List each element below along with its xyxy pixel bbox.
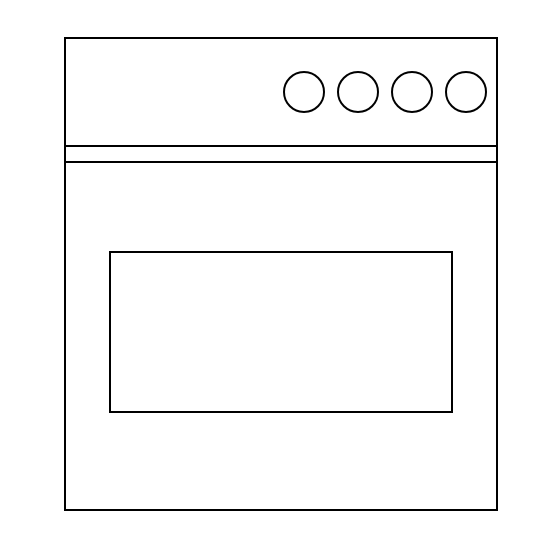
control-knobs-group: [284, 72, 486, 112]
oven-outer-body: [65, 38, 497, 510]
oven-window: [110, 252, 452, 412]
control-knob-2: [338, 72, 378, 112]
control-knob-3: [392, 72, 432, 112]
control-knob-4: [446, 72, 486, 112]
oven-diagram: [0, 0, 560, 560]
control-knob-1: [284, 72, 324, 112]
